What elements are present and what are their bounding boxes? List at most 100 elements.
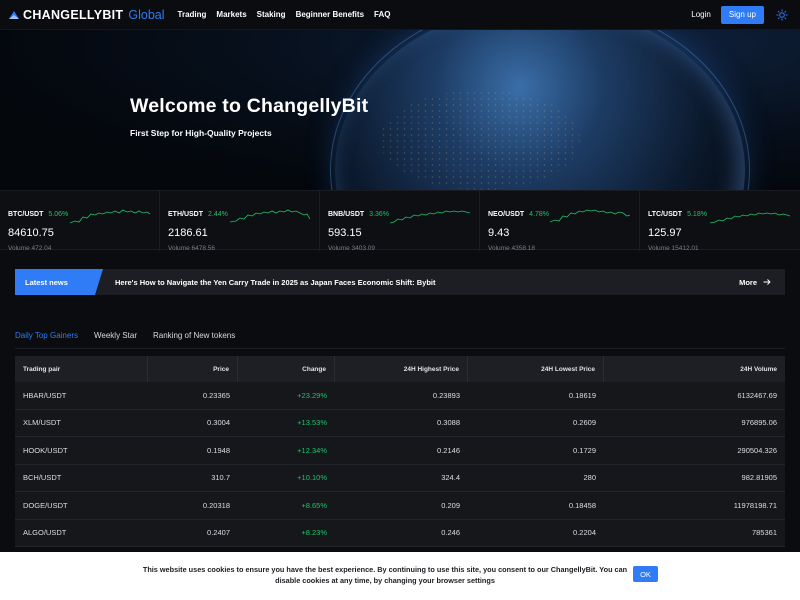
cell-pair: ALGO/USDT — [23, 528, 67, 538]
ticker-pair: BTC/USDT — [8, 211, 44, 218]
news-headline[interactable]: Here's How to Navigate the Yen Carry Tra… — [115, 277, 436, 287]
ticker-pair: BNB/USDT — [328, 211, 365, 218]
ticker-change: 4.78% — [529, 211, 550, 218]
ticker-change: 5.06% — [48, 211, 69, 218]
cell-pair: DOGE/USDT — [23, 500, 68, 510]
nav-beginner-benefits[interactable]: Beginner Benefits — [295, 10, 365, 19]
sparkline — [70, 209, 150, 224]
cell-pair: HOOK/USDT — [23, 445, 68, 455]
main-nav: Trading Markets Staking Beginner Benefit… — [178, 10, 391, 19]
cell-volume: 290504.326 — [737, 445, 777, 455]
sparkline — [390, 210, 470, 224]
cell-volume: 785361 — [751, 528, 777, 538]
cell-price: 0.20318 — [202, 500, 230, 510]
signup-button[interactable]: Sign up — [720, 5, 764, 24]
cell-price: 0.3004 — [207, 418, 230, 428]
market-tabs: Daily Top Gainers Weekly Star Ranking of… — [15, 331, 235, 349]
tabs-divider — [15, 348, 785, 349]
table-row[interactable]: DOGE/USDT 0.20318 +8.65% 0.209 0.18458 1… — [15, 492, 785, 520]
cell-high: 0.23893 — [432, 390, 460, 400]
cell-change: +8.65% — [301, 500, 327, 510]
header-actions: Login Sign up — [691, 5, 792, 24]
cell-low: 280 — [583, 473, 596, 483]
header-24h-high: 24H Highest Price — [335, 356, 468, 382]
cell-change: +12.34% — [297, 445, 327, 455]
ticker-card-bnb[interactable]: BNB/USDT 3.36% 593.15 Volume 3403.09 — [320, 191, 480, 252]
header-price: Price — [148, 356, 238, 382]
hero-banner: Welcome to ChangellyBit First Step for H… — [0, 30, 800, 190]
ticker-pair: LTC/USDT — [648, 211, 683, 218]
news-tag: Latest news — [15, 269, 103, 295]
cell-high: 0.3088 — [437, 418, 460, 428]
top-header: CHANGELLYBIT Global Trading Markets Stak… — [0, 0, 800, 30]
logo-text: CHANGELLYBIT — [23, 7, 124, 22]
ticker-card-neo[interactable]: NEO/USDT 4.78% 9.43 Volume 4358.18 — [480, 191, 640, 252]
cell-pair: BCH/USDT — [23, 473, 62, 483]
header-change: Change — [238, 356, 335, 382]
cell-price: 0.1948 — [207, 445, 230, 455]
cell-change: +13.53% — [297, 418, 327, 428]
header-24h-volume: 24H Volume — [740, 365, 777, 373]
cell-change: +23.29% — [297, 390, 327, 400]
ticker-price: 9.43 — [488, 227, 510, 239]
login-link[interactable]: Login — [691, 10, 711, 19]
table-header: Trading pair Price Change 24H Highest Pr… — [15, 356, 785, 382]
ticker-volume: Volume 6478.56 — [168, 245, 215, 252]
ticker-card-btc[interactable]: BTC/USDT 5.06% 84610.75 Volume 472.04 — [0, 191, 160, 252]
hero-title: Welcome to ChangellyBit — [130, 95, 369, 117]
planet-image — [335, 30, 745, 190]
ticker-volume: Volume 15412.01 — [648, 245, 699, 252]
gainers-table: Trading pair Price Change 24H Highest Pr… — [15, 356, 785, 547]
cell-volume: 982.81905 — [741, 473, 777, 483]
nav-faq[interactable]: FAQ — [374, 10, 391, 19]
cell-price: 0.2407 — [207, 528, 230, 538]
cell-high: 0.246 — [441, 528, 460, 538]
ticker-price: 2186.61 — [168, 227, 208, 239]
cell-pair: XLM/USDT — [23, 418, 61, 428]
cell-change: +8.23% — [301, 528, 327, 538]
changellybit-logo-icon — [9, 10, 19, 19]
table-row[interactable]: HBAR/USDT 0.23365 +23.29% 0.23893 0.1861… — [15, 382, 785, 410]
ticker-volume: Volume 4358.18 — [488, 245, 535, 252]
cell-low: 0.18619 — [568, 390, 596, 400]
ticker-price: 593.15 — [328, 227, 362, 239]
sparkline — [550, 209, 630, 223]
sun-icon[interactable] — [776, 8, 788, 21]
ticker-volume: Volume 3403.09 — [328, 245, 375, 252]
cell-high: 0.209 — [441, 500, 460, 510]
table-row[interactable]: ALGO/USDT 0.2407 +8.23% 0.246 0.2204 785… — [15, 520, 785, 547]
logo-sub: Global — [128, 7, 165, 22]
cell-price: 0.23365 — [202, 390, 230, 400]
ticker-change: 3.36% — [369, 211, 390, 218]
news-more-link[interactable]: More — [739, 278, 771, 287]
table-row[interactable]: HOOK/USDT 0.1948 +12.34% 0.2146 0.1729 2… — [15, 437, 785, 465]
logo[interactable]: CHANGELLYBIT Global — [8, 8, 165, 22]
cookie-ok-button[interactable]: OK — [633, 566, 658, 582]
ticker-change: 2.44% — [208, 211, 228, 218]
nav-staking[interactable]: Staking — [256, 10, 286, 19]
nav-trading[interactable]: Trading — [177, 10, 207, 19]
table-row[interactable]: BCH/USDT 310.7 +10.10% 324.4 280 982.819… — [15, 465, 785, 492]
price-ticker: BTC/USDT 5.06% 84610.75 Volume 472.04 ETH… — [0, 190, 800, 252]
tab-ranking-new-tokens[interactable]: Ranking of New tokens — [152, 331, 236, 340]
ticker-card-eth[interactable]: ETH/USDT 2.44% 2186.61 Volume 6478.56 — [160, 191, 320, 252]
cell-low: 0.2204 — [573, 528, 596, 538]
sparkline — [710, 212, 790, 224]
cell-volume: 976895.06 — [741, 418, 777, 428]
cell-low: 0.1729 — [573, 445, 596, 455]
nav-markets[interactable]: Markets — [216, 10, 247, 19]
ticker-change: 5.18% — [687, 211, 707, 218]
ticker-price: 84610.75 — [8, 227, 54, 239]
ticker-card-ltc[interactable]: LTC/USDT 5.18% 125.97 Volume 15412.01 — [640, 191, 800, 252]
cell-change: +10.10% — [297, 473, 327, 483]
city-lights — [380, 90, 580, 190]
tab-weekly-star[interactable]: Weekly Star — [94, 331, 137, 340]
table-row[interactable]: XLM/USDT 0.3004 +13.53% 0.3088 0.2609 97… — [15, 410, 785, 437]
header-24h-low: 24H Lowest Price — [468, 356, 604, 382]
cell-low: 0.2609 — [573, 418, 596, 428]
tab-daily-top-gainers[interactable]: Daily Top Gainers — [15, 331, 78, 349]
ticker-price: 125.97 — [648, 227, 682, 239]
cell-volume: 6132467.69 — [737, 390, 777, 400]
ticker-pair: NEO/USDT — [488, 211, 525, 218]
